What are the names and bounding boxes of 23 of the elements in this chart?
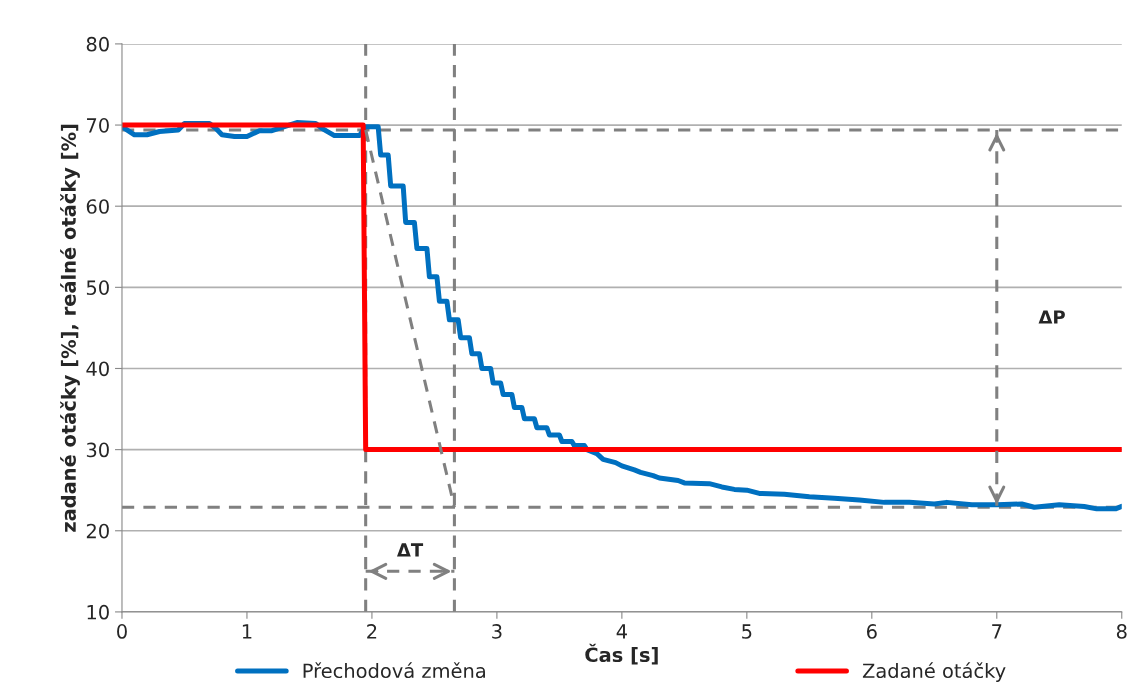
x-tick-label: 6	[866, 624, 877, 639]
x-tick-label: 0	[117, 624, 127, 639]
y-axis-title: zadané otáčky [%], reálné otáčky [%]	[60, 124, 80, 532]
x-tick-label: 7	[992, 624, 1002, 639]
y-tick-label: 20	[86, 523, 109, 539]
x-tick-label: 5	[742, 624, 752, 639]
x-tick-label: 1	[242, 624, 252, 639]
y-tick-label: 80	[86, 36, 109, 52]
y-tick-label: 30	[86, 442, 109, 458]
legend-label: Přechodová změna	[303, 662, 485, 679]
legend-label: Zadané otáčky	[862, 662, 1006, 682]
x-tick-label: 4	[616, 624, 627, 639]
y-tick-label: 10	[87, 604, 109, 620]
x-tick-label: 8	[1116, 624, 1127, 639]
annotation: ΔT	[396, 543, 424, 557]
annotation: ΔP	[1038, 310, 1065, 324]
x-tick-label: 2	[367, 624, 377, 639]
y-tick-label: 60	[86, 199, 109, 214]
x-axis-title: Čas [s]	[585, 643, 658, 665]
x-tick-label: 3	[492, 624, 502, 639]
y-tick-label: 70	[87, 118, 109, 133]
y-tick-label: 40	[86, 361, 109, 377]
y-tick-label: 50	[86, 280, 109, 295]
